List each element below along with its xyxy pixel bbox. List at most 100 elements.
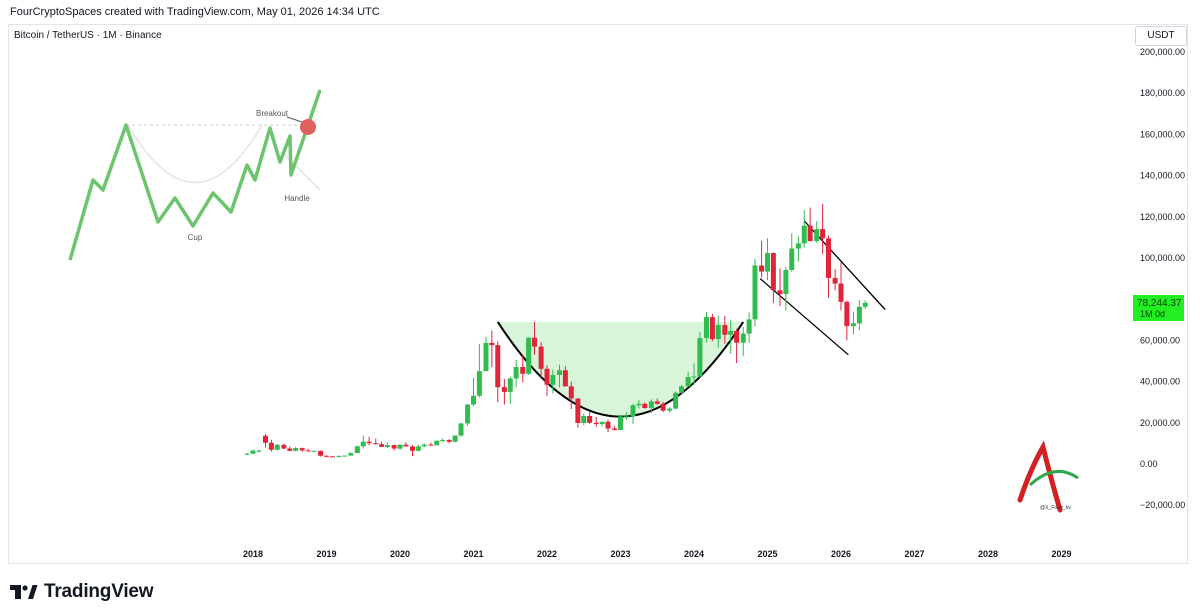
candle-body [562,370,568,387]
candle-body [685,377,691,387]
candle [746,312,752,343]
candle-body [746,319,752,334]
y-tick-label: 120,000.00 [1140,212,1185,222]
candle-body [618,416,623,431]
handle-label: Handle [284,194,310,203]
candle [311,450,317,452]
symbol-description[interactable]: Bitcoin / TetherUS · 1M · Binance [14,30,162,41]
candle [770,252,776,303]
candle-body [660,403,666,411]
x-tick-label: 2028 [978,549,998,559]
candle [513,359,519,388]
candle-body [379,444,385,447]
candle [832,269,838,291]
candle-body [648,401,654,408]
candle-body [807,225,813,242]
candle-body [268,442,274,450]
chart-header-caption: FourCryptoSpaces created with TradingVie… [10,6,380,18]
y-tick-label: 100,000.00 [1140,253,1185,263]
candle [483,336,489,372]
candle-body [832,277,838,284]
candle [305,448,311,452]
y-tick-label: 20,000.00 [1140,418,1180,428]
candle [318,450,324,457]
candle [691,363,697,385]
inset-price-path [68,89,322,261]
candle-body [458,423,464,436]
candle-body [373,443,379,445]
candle [544,365,550,397]
candle-body [299,448,305,451]
candle-body [250,450,256,454]
candle-body [783,269,789,295]
candle-body [342,455,348,457]
candle [520,355,526,383]
candle-body [391,445,397,449]
candle-body [520,366,526,374]
y-tick-label: 60,000.00 [1140,335,1180,345]
candle-body [440,440,446,442]
x-tick-label: 2019 [316,549,336,559]
candle [274,443,280,451]
candle [679,384,685,394]
candle [293,446,299,452]
candle [728,319,734,354]
candle [807,207,813,242]
cup-and-handle-diagram: Breakout Handle Cup [68,89,322,261]
candle [348,452,354,456]
candle-body [826,238,832,278]
candle [795,236,801,262]
channel-lower-trendline [759,278,849,356]
candle-body [293,448,299,451]
candle [262,434,268,448]
candle [814,221,820,243]
candle-body [507,378,513,392]
tradingview-logo-icon [10,585,38,599]
price-tag-value: 78,244.37 [1137,298,1182,309]
candle-body [722,324,728,335]
candle-body [820,229,826,239]
cup-label: Cup [188,233,203,242]
candle-body [324,455,329,457]
candle [856,300,862,331]
candle-body [630,405,636,417]
candle-body [642,403,648,408]
candle [550,369,556,394]
candle [458,423,464,437]
candle-body [532,337,538,347]
candle [360,435,366,449]
x-tick-label: 2027 [904,549,924,559]
candle-body [415,446,421,451]
candle [562,366,568,387]
candle [440,438,446,443]
candle [495,341,501,403]
candle [801,210,807,248]
candle [715,315,721,348]
candle-body [795,243,801,249]
candle-body [838,283,844,302]
candle-body [287,448,293,451]
candle [415,444,421,452]
candle-body [862,302,868,307]
candle-body [654,401,660,404]
candle [471,377,476,407]
candle-body [581,416,587,424]
currency-selector[interactable]: USDT [1135,26,1187,46]
candlestick-series [244,204,868,458]
y-tick-label: 0.00 [1140,459,1158,469]
breakout-dot [300,119,316,135]
candle [465,404,471,426]
candle [575,398,581,428]
candle-body [673,392,679,409]
candle [660,401,666,413]
candle-body [385,445,391,447]
candle [862,300,868,310]
candle-body [697,338,703,377]
candle [532,321,538,355]
y-tick-label: 40,000.00 [1140,377,1180,387]
x-tick-label: 2026 [831,549,851,559]
candle [752,258,758,327]
tradingview-brand[interactable]: TradingView [10,581,154,603]
candle-body [513,366,519,379]
